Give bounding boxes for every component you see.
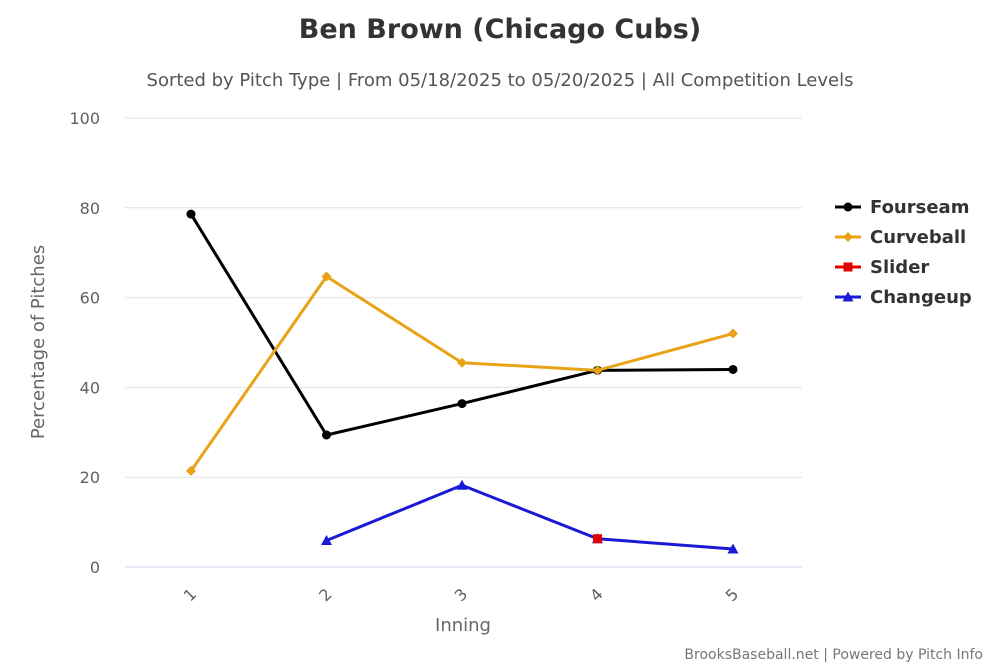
legend-item-slider[interactable]: Slider [835, 257, 929, 278]
data-point-slider [593, 534, 602, 544]
y-tick-label: 100 [69, 109, 100, 128]
data-point-changeup [321, 535, 332, 546]
legend-label-slider: Slider [870, 257, 929, 278]
data-point-curveball [321, 271, 332, 282]
data-point-changeup [727, 543, 739, 554]
credit-text: BrooksBaseball.net | Powered by Pitch In… [684, 647, 983, 663]
data-point-changeup [456, 479, 468, 490]
y-tick-label: 60 [80, 289, 100, 308]
y-tick-label: 80 [80, 199, 100, 218]
legend: Fourseam Curveball Slider Changeup [835, 197, 972, 308]
series-fourseam [186, 209, 738, 440]
legend-item-fourseam[interactable]: Fourseam [835, 197, 969, 218]
x-axis-title: Inning [435, 615, 491, 636]
x-axis-ticks: 1 2 3 4 5 [180, 585, 743, 606]
legend-label-changeup: Changeup [870, 287, 972, 308]
y-tick-label: 0 [90, 558, 100, 577]
series-line-curveball [189, 274, 734, 472]
series-slider [593, 534, 602, 544]
x-tick-label: 2 [315, 585, 336, 606]
series-curveball [186, 271, 738, 476]
data-point-fourseam [186, 209, 196, 219]
legend-marker-changeup [842, 291, 854, 302]
legend-item-changeup[interactable]: Changeup [835, 287, 972, 308]
data-point-curveball [457, 357, 467, 368]
y-axis-title: Percentage of Pitches [28, 245, 49, 439]
grid-lines [125, 117, 802, 478]
legend-label-fourseam: Fourseam [870, 197, 969, 218]
legend-marker-slider [843, 262, 853, 272]
y-tick-label: 20 [80, 468, 100, 487]
y-tick-label: 40 [80, 378, 100, 397]
x-tick-label: 5 [722, 585, 743, 606]
legend-marker-fourseam [843, 202, 853, 212]
legend-item-curveball[interactable]: Curveball [835, 227, 966, 248]
data-point-fourseam [457, 399, 467, 409]
data-point-curveball [186, 465, 196, 476]
y-axis-ticks: 0 20 40 60 80 100 [69, 109, 100, 577]
x-tick-label: 4 [586, 585, 607, 606]
series-changeup [321, 479, 739, 554]
data-point-curveball [728, 328, 738, 339]
chart-title: Ben Brown (Chicago Cubs) [299, 14, 701, 45]
data-point-fourseam [322, 430, 331, 440]
series-line-changeup [325, 483, 734, 551]
series-layer [186, 209, 739, 554]
data-point-curveball [592, 365, 603, 376]
x-tick-label: 1 [180, 585, 201, 606]
chart-subtitle: Sorted by Pitch Type | From 05/18/2025 t… [147, 70, 854, 91]
legend-label-curveball: Curveball [870, 227, 966, 248]
legend-marker-curveball [843, 232, 853, 242]
x-tick-label: 3 [451, 585, 472, 606]
data-point-fourseam [728, 364, 738, 374]
